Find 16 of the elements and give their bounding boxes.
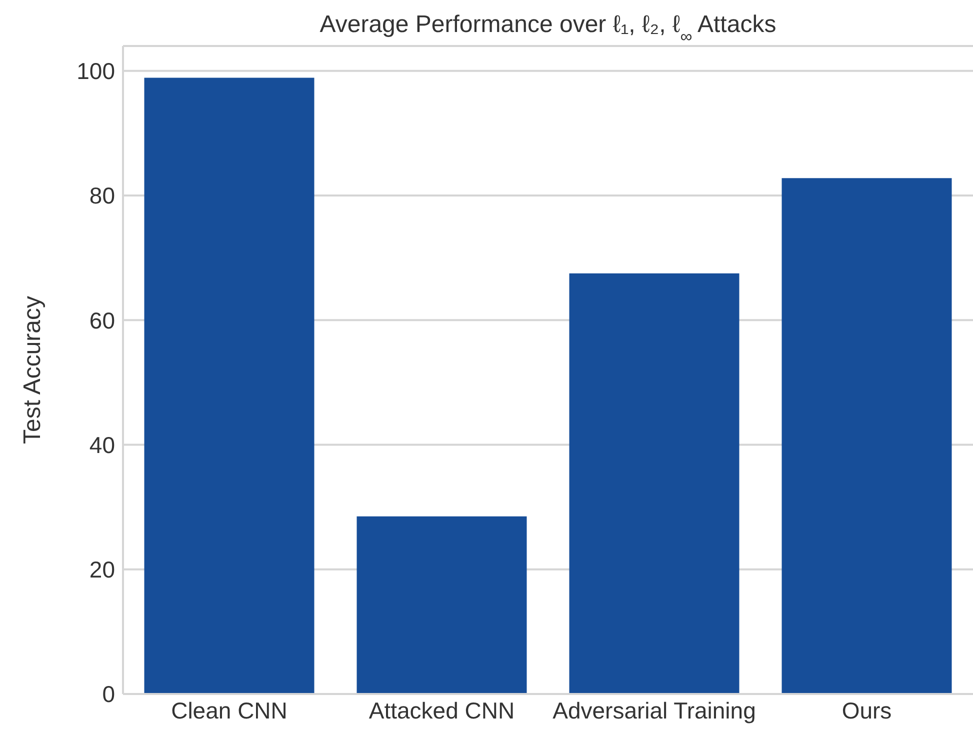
bar — [144, 78, 314, 694]
y-tick-label: 20 — [89, 556, 115, 583]
y-tick-label: 80 — [89, 182, 115, 209]
x-tick-label: Attacked CNN — [368, 697, 515, 724]
bar — [356, 516, 527, 694]
bar — [782, 178, 952, 694]
x-tick-label: Clean CNN — [171, 697, 288, 724]
y-tick-label: 0 — [102, 681, 115, 708]
y-tick-label: 40 — [89, 432, 115, 458]
chart-title: Average Performance over ℓ₁, ℓ₂, ℓ$_{∞}$ Attacks — [320, 11, 776, 46]
x-tick-label: Ours — [842, 697, 892, 724]
y-tick-label: 60 — [89, 307, 115, 334]
y-tick-label: 100 — [76, 58, 115, 84]
x-tick-label: Adversarial Training — [552, 697, 756, 724]
bar — [569, 273, 740, 694]
y-axis-title: Test Accuracy — [19, 296, 46, 444]
